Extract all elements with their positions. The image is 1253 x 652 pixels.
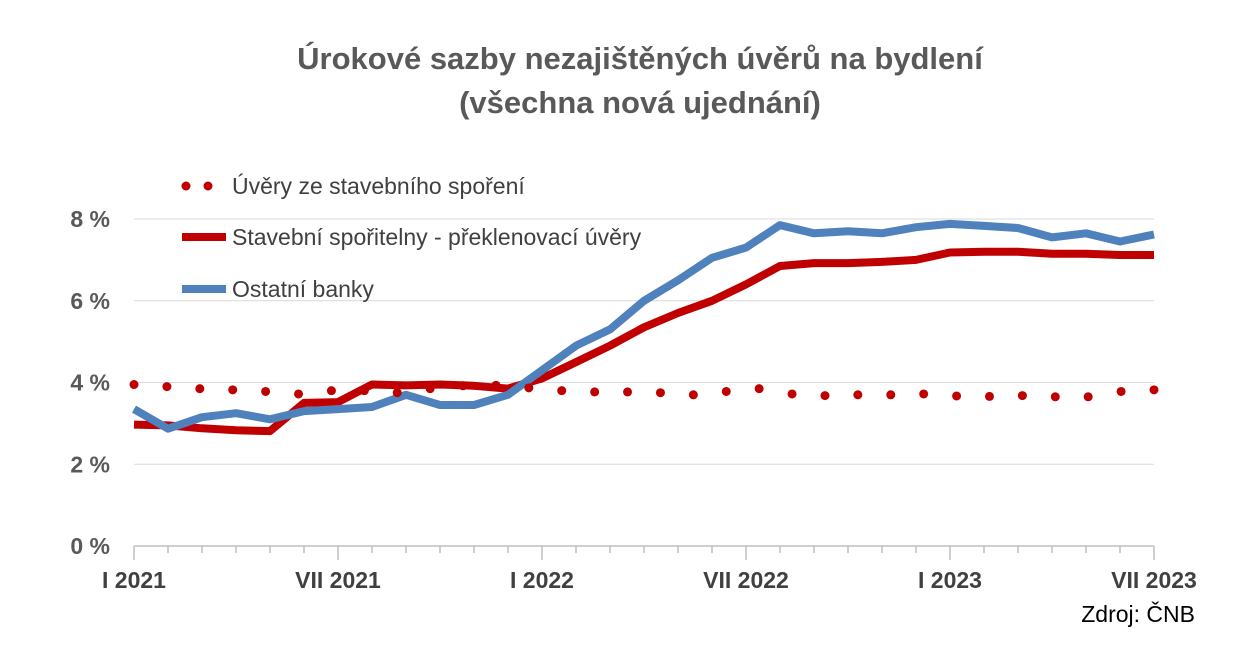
y-tick-label: 4 % [70, 370, 110, 396]
series-point-stavebni-sporeni [754, 384, 764, 394]
y-tick-label: 0 % [70, 533, 110, 559]
series-point-stavebni-sporeni [359, 386, 369, 396]
legend-entry-label: Úvěry ze stavebního spoření [232, 173, 525, 199]
y-tick-label: 2 % [70, 451, 110, 477]
series-point-stavebni-sporeni [195, 384, 205, 394]
series-point-stavebni-sporeni [853, 390, 863, 400]
series-point-stavebni-sporeni [1083, 392, 1093, 402]
series-point-stavebni-sporeni [491, 380, 501, 390]
series-point-stavebni-sporeni [326, 386, 336, 396]
x-tick-label: VII 2022 [703, 567, 789, 593]
y-tick-label: 6 % [70, 288, 110, 314]
series-point-stavebni-sporeni [655, 388, 665, 398]
y-axis-ticks: 0 % 2 % 4 % 6 % 8 % [70, 206, 110, 559]
x-tick-label: I 2023 [918, 567, 982, 593]
series-point-stavebni-sporeni [557, 386, 567, 396]
series-point-stavebni-sporeni [919, 389, 929, 399]
series-point-stavebni-sporeni [1149, 385, 1159, 395]
series-point-stavebni-sporeni [162, 382, 172, 392]
series-point-stavebni-sporeni [1116, 386, 1126, 396]
legend-dot [181, 181, 191, 191]
legend-entry-label: Ostatní banky [232, 276, 374, 302]
series-point-stavebni-sporeni [952, 391, 962, 401]
series-point-stavebni-sporeni [294, 389, 304, 399]
series-line-preklenovaci-uvery [133, 247, 1154, 436]
chart-title-line-2: (všechna nová ujednání) [459, 85, 821, 120]
series-point-stavebni-sporeni [458, 381, 468, 391]
series-point-stavebni-sporeni [623, 387, 633, 397]
x-tick-label: I 2022 [510, 567, 574, 593]
series-point-stavebni-sporeni [261, 386, 271, 396]
series-point-stavebni-sporeni [984, 391, 994, 401]
source-note: Zdroj: ČNB [1081, 600, 1195, 627]
y-tick-label: 8 % [70, 206, 110, 232]
x-tick-label: VII 2021 [295, 567, 381, 593]
series-point-stavebni-sporeni [129, 380, 139, 390]
chart-title: Úrokové sazby nezajištěných úvěrů na byd… [297, 40, 984, 120]
series-point-stavebni-sporeni [590, 387, 600, 397]
legend-dot [203, 181, 213, 191]
x-tick-label: VII 2023 [1111, 567, 1197, 593]
series-point-stavebni-sporeni [1050, 392, 1060, 402]
series-point-stavebni-sporeni [820, 391, 830, 401]
series-point-stavebni-sporeni [787, 389, 797, 399]
series-point-stavebni-sporeni [886, 390, 896, 400]
x-tick-label: I 2021 [102, 567, 166, 593]
series-point-stavebni-sporeni [1017, 391, 1027, 401]
series-point-stavebni-sporeni [688, 390, 698, 400]
legend: Úvěry ze stavebního spoření Stavební spoř… [181, 173, 642, 302]
series-point-stavebni-sporeni [721, 386, 731, 396]
series-point-stavebni-sporeni [425, 384, 435, 394]
legend-entry-label: Stavební spořitelny - překlenovací úvěry [232, 224, 642, 250]
series-point-stavebni-sporeni [392, 388, 402, 398]
x-axis: I 2021 VII 2021 I 2022 VII 2022 I 2023 VII 20… [102, 545, 1197, 593]
series-line-ostatni-banky [132, 219, 1155, 433]
chart-title-line-1: Úrokové sazby nezajištěných úvěrů na byd… [297, 40, 984, 76]
series-layer [129, 219, 1159, 436]
series-point-stavebni-sporeni [524, 383, 534, 393]
gridlines [134, 218, 1154, 465]
series-point-stavebni-sporeni [228, 385, 238, 395]
